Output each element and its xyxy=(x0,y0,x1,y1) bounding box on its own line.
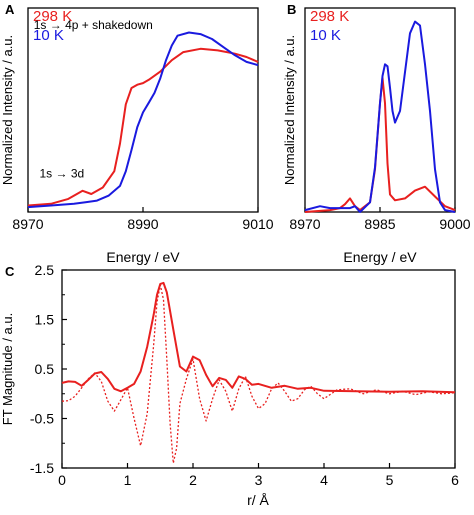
x-tick-label: 8990 xyxy=(127,216,158,232)
y-axis-label: Normalized Intensity / a.u. xyxy=(0,35,15,185)
series-line-10-k xyxy=(27,31,259,209)
annotation: 1s → 3d xyxy=(40,167,85,181)
legend-entry: 298 K xyxy=(310,8,349,25)
x-tick-label: 0 xyxy=(58,472,66,488)
x-tick-label: 9010 xyxy=(242,216,273,232)
x-tick-label: 5 xyxy=(386,472,394,488)
x-tick-label: 4 xyxy=(320,472,328,488)
annotation: 1s → 4p + shakedown xyxy=(34,18,153,32)
x-tick-label: 8985 xyxy=(364,216,395,232)
y-axis-label: FT Magnitude / a.u. xyxy=(0,313,15,426)
x-axis-label: Energy / eV xyxy=(106,249,180,265)
x-tick-label: 3 xyxy=(255,472,263,488)
plot-frame xyxy=(61,269,456,469)
x-axis-label: Energy / eV xyxy=(343,249,417,265)
series-line-10-k xyxy=(304,20,456,213)
series-line-298-k xyxy=(27,47,259,207)
panel-b: B 8970 8985 9000 Energy / eV Normalized Inten… xyxy=(282,2,471,265)
legend-entry: 298 K xyxy=(33,8,72,25)
x-tick-label: 1 xyxy=(124,472,132,488)
panel-label: A xyxy=(5,2,15,17)
panel-label: B xyxy=(287,2,296,17)
y-axis-label: Normalized Intensity / a.u. xyxy=(282,35,297,185)
panel-c: C 0 1 2 3 4 5 6 2.5 1.5 0.5 -0.5 -1.5 r/ Å FT Magnitud… xyxy=(0,262,459,508)
y-tick-label: 0.5 xyxy=(35,361,55,377)
x-tick-label: 9000 xyxy=(439,216,470,232)
x-tick-label: 2 xyxy=(189,472,197,488)
y-tick-label: -0.5 xyxy=(30,411,54,427)
series-line-dotted xyxy=(61,284,456,464)
y-tick-label: -1.5 xyxy=(30,460,54,476)
series-line-solid xyxy=(61,281,456,394)
x-tick-label: 6 xyxy=(451,472,459,488)
panel-a: A 8970 8990 9010 Energy / eV Normalized Inten… xyxy=(0,2,274,265)
x-tick-label: 8970 xyxy=(289,216,320,232)
panel-label: C xyxy=(5,264,15,279)
x-tick-label: 8970 xyxy=(12,216,43,232)
y-tick-label: 1.5 xyxy=(35,312,55,328)
legend-entry: 10 K xyxy=(33,27,64,44)
legend-entry: 10 K xyxy=(310,27,341,44)
y-tick-label: 2.5 xyxy=(35,262,55,278)
x-axis-label: r/ Å xyxy=(247,492,269,508)
